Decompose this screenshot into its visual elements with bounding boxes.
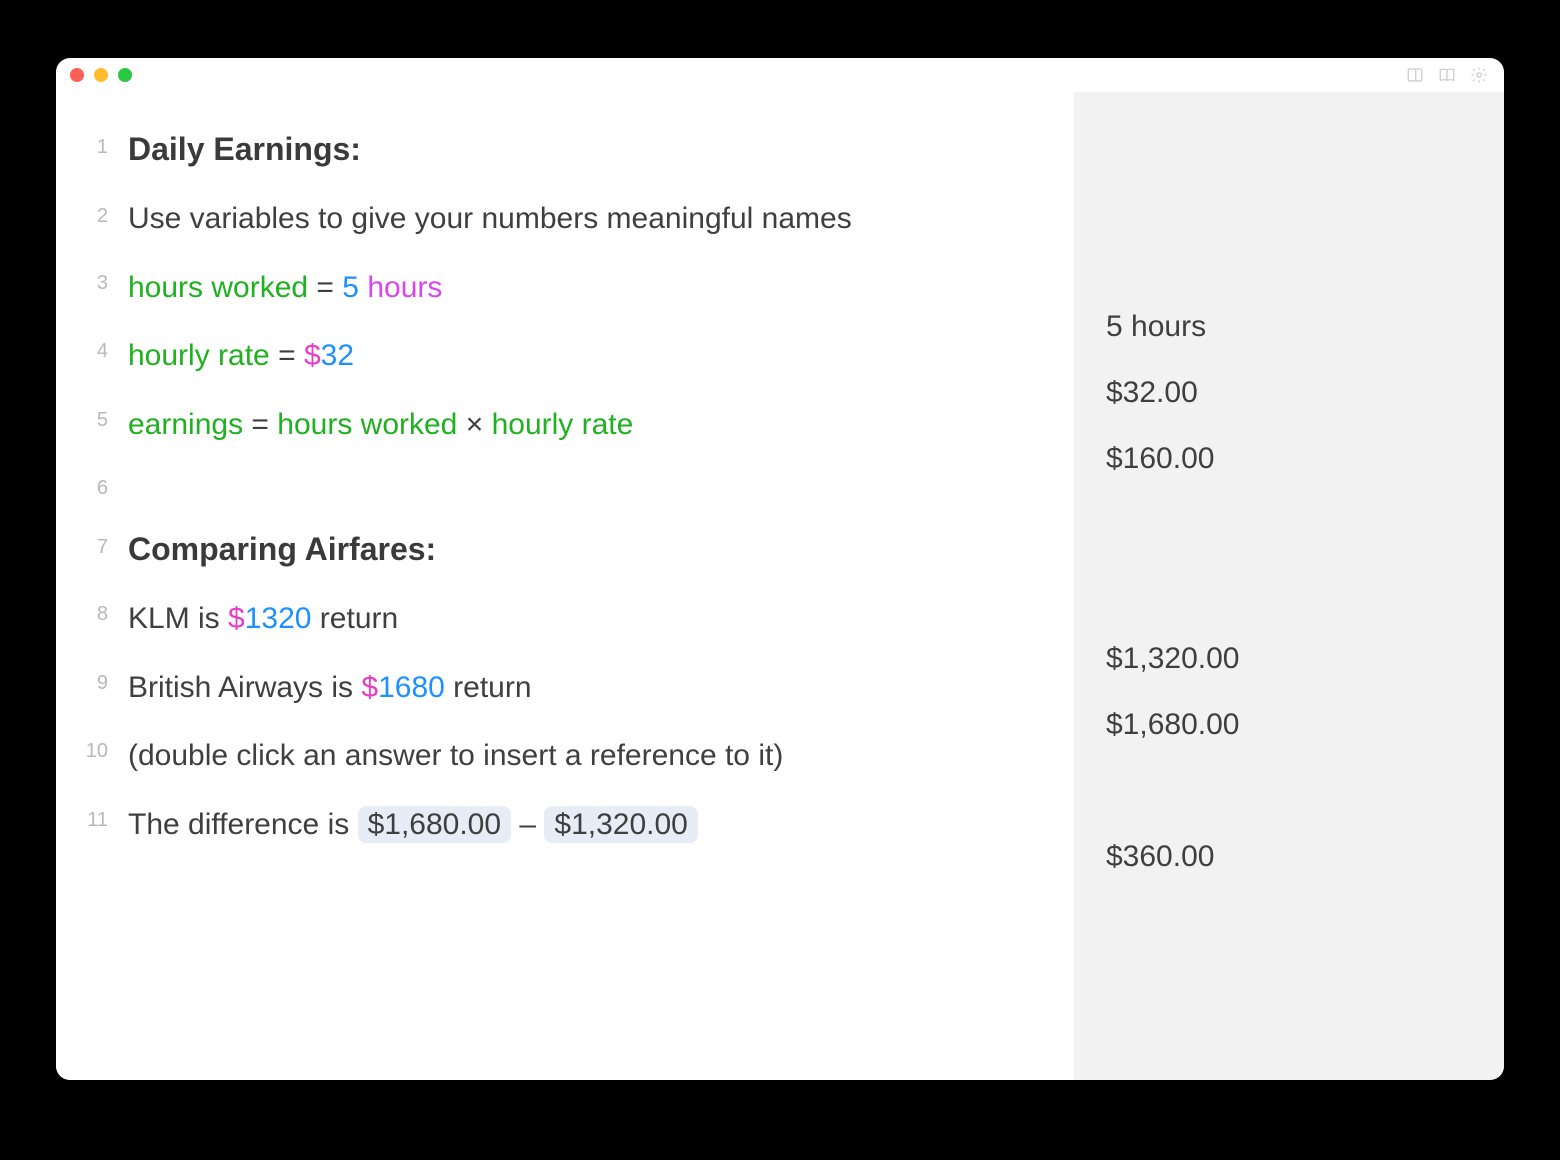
result-value[interactable]: $1,680.00 xyxy=(1074,692,1504,758)
editor-line[interactable]: 11The difference is $1,680.00 – $1,320.0… xyxy=(56,791,1074,860)
line-number: 7 xyxy=(56,528,128,559)
line-number: 6 xyxy=(56,473,128,500)
line-expression[interactable]: British Airways is $1680 return xyxy=(128,668,556,709)
app-window: 1Daily Earnings:2Use variables to give y… xyxy=(56,58,1504,1080)
num-token: 1680 xyxy=(378,671,445,704)
result-value xyxy=(1074,492,1504,550)
result-value xyxy=(1074,186,1504,294)
minimize-button[interactable] xyxy=(94,68,108,82)
var-token: hours worked xyxy=(277,408,457,441)
text-token: The difference is xyxy=(128,808,358,841)
editor-line[interactable]: 9British Airways is $1680 return xyxy=(56,654,1074,723)
line-number: 11 xyxy=(56,805,128,832)
text-token: British Airways is xyxy=(128,671,361,704)
result-value xyxy=(1074,114,1504,186)
reference-token[interactable]: $1,320.00 xyxy=(544,806,697,843)
line-expression[interactable]: Use variables to give your numbers meani… xyxy=(128,199,876,240)
editor-line[interactable]: 2Use variables to give your numbers mean… xyxy=(56,185,1074,254)
line-expression[interactable]: Comparing Airfares: xyxy=(128,528,460,571)
result-value xyxy=(1074,550,1504,626)
cur-token: $ xyxy=(304,339,321,372)
editor-line[interactable]: 10(double click an answer to insert a re… xyxy=(56,722,1074,791)
text-token: Use variables to give your numbers meani… xyxy=(128,202,852,235)
line-number: 9 xyxy=(56,668,128,695)
cur-token: $ xyxy=(361,671,378,704)
text-token: = xyxy=(243,408,277,441)
text-token: Daily Earnings: xyxy=(128,131,361,167)
num-token: 5 xyxy=(342,271,359,304)
panel-icon[interactable] xyxy=(1406,66,1424,89)
var-token: hourly rate xyxy=(128,339,270,372)
line-expression[interactable]: Daily Earnings: xyxy=(128,128,385,171)
result-value[interactable]: $360.00 xyxy=(1074,824,1504,890)
text-token: × xyxy=(457,408,491,441)
line-number: 10 xyxy=(56,736,128,763)
traffic-lights xyxy=(70,68,132,82)
line-expression[interactable]: hours worked = 5 hours xyxy=(128,268,466,309)
editor-line[interactable]: 4hourly rate = $32 xyxy=(56,322,1074,391)
result-value xyxy=(1074,758,1504,824)
result-value[interactable]: $160.00 xyxy=(1074,426,1504,492)
editor-line[interactable]: 7Comparing Airfares: xyxy=(56,514,1074,585)
num-token: 1320 xyxy=(245,602,312,635)
text-token: return xyxy=(311,602,398,635)
gear-icon[interactable] xyxy=(1470,66,1488,89)
text-token: KLM is xyxy=(128,602,228,635)
line-number: 8 xyxy=(56,599,128,626)
editor-pane[interactable]: 1Daily Earnings:2Use variables to give y… xyxy=(56,92,1074,1080)
text-token: Comparing Airfares: xyxy=(128,531,436,567)
book-icon[interactable] xyxy=(1438,66,1456,89)
text-token: – xyxy=(511,808,544,841)
line-expression[interactable]: The difference is $1,680.00 – $1,320.00 xyxy=(128,805,722,846)
editor-line[interactable]: 6 xyxy=(56,459,1074,514)
close-button[interactable] xyxy=(70,68,84,82)
editor-line[interactable]: 5earnings = hours worked × hourly rate xyxy=(56,391,1074,460)
titlebar-right-icons xyxy=(1406,66,1488,89)
line-expression[interactable]: KLM is $1320 return xyxy=(128,599,422,640)
line-expression[interactable]: earnings = hours worked × hourly rate xyxy=(128,405,657,446)
var-token: hourly rate xyxy=(492,408,634,441)
zoom-button[interactable] xyxy=(118,68,132,82)
line-expression[interactable]: (double click an answer to insert a refe… xyxy=(128,736,807,777)
text-token: = xyxy=(308,271,342,304)
result-value[interactable]: $32.00 xyxy=(1074,360,1504,426)
num-token: 32 xyxy=(321,339,354,372)
line-number: 4 xyxy=(56,336,128,363)
text-token: (double click an answer to insert a refe… xyxy=(128,739,783,772)
var-token: hours worked xyxy=(128,271,308,304)
titlebar xyxy=(56,58,1504,92)
editor-line[interactable]: 8KLM is $1320 return xyxy=(56,585,1074,654)
line-number: 5 xyxy=(56,405,128,432)
var-token: earnings xyxy=(128,408,243,441)
line-number: 2 xyxy=(56,199,128,228)
editor-line[interactable]: 1Daily Earnings: xyxy=(56,114,1074,185)
editor-line[interactable]: 3hours worked = 5 hours xyxy=(56,254,1074,323)
line-number: 3 xyxy=(56,268,128,295)
result-pane: 5 hours$32.00$160.00 $1,320.00$1,680.00 $3… xyxy=(1074,92,1504,1080)
line-expression[interactable]: hourly rate = $32 xyxy=(128,336,378,377)
reference-token[interactable]: $1,680.00 xyxy=(358,806,511,843)
result-value[interactable]: $1,320.00 xyxy=(1074,626,1504,692)
cur-token: $ xyxy=(228,602,245,635)
line-number: 1 xyxy=(56,128,128,159)
result-value[interactable]: 5 hours xyxy=(1074,294,1504,360)
content-area: 1Daily Earnings:2Use variables to give y… xyxy=(56,92,1504,1080)
unit-token: hours xyxy=(367,271,442,304)
text-token: = xyxy=(270,339,304,372)
text-token: return xyxy=(445,671,532,704)
